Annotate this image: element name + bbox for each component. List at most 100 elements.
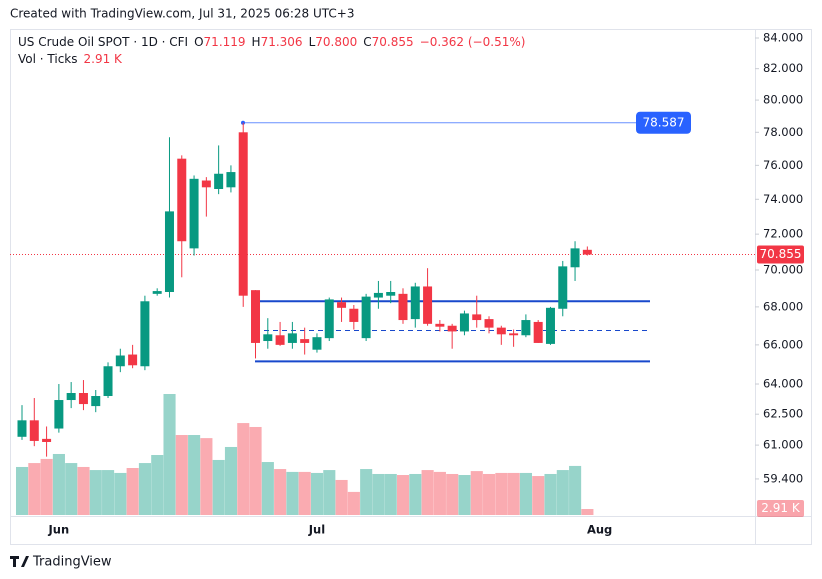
y-tick-label: 80.000 <box>763 93 803 107</box>
volume-bar <box>200 438 213 515</box>
candle-body <box>164 211 174 292</box>
y-tick-label: 61.000 <box>763 438 803 452</box>
volume-bar <box>286 471 299 515</box>
candle-body <box>29 420 39 441</box>
volume-bar <box>384 473 397 515</box>
volume-bar <box>138 463 151 515</box>
candle-body <box>177 158 187 242</box>
volume-bar <box>77 466 90 515</box>
legend-key: L <box>309 35 316 49</box>
volume-bar <box>396 475 410 515</box>
y-tick-label: 70.000 <box>763 262 803 276</box>
candle-body <box>337 302 347 308</box>
volume-bar <box>421 470 434 515</box>
candle-body <box>115 355 125 367</box>
candle-body <box>398 293 408 321</box>
legend-value: 71.119 <box>204 35 246 49</box>
legend-volume-name: Vol · Ticks <box>18 52 78 66</box>
volume-bar <box>519 472 532 515</box>
volume-bar <box>274 469 287 515</box>
volume-tag-label: 2.91 K <box>761 501 801 515</box>
volume-bar <box>261 462 274 515</box>
volume-bar <box>372 473 385 515</box>
y-tick-label: 66.000 <box>763 337 803 351</box>
legend-volume-row: Vol · Ticks 2.91 K <box>18 52 123 66</box>
candle-body <box>545 307 555 344</box>
legend-change: −0.362 (−0.51%) <box>420 35 526 49</box>
legend-title: US Crude Oil SPOT · 1D · CFI <box>18 35 188 49</box>
y-tick-label: 76.000 <box>763 158 803 172</box>
volume-bar <box>335 479 348 515</box>
candle-body <box>152 291 162 294</box>
brand-logo: TradingView <box>10 555 112 570</box>
line-label-box <box>636 111 691 134</box>
candle-body <box>66 393 76 401</box>
y-tick-label: 62.500 <box>763 407 803 421</box>
volume-bar <box>40 458 53 515</box>
candle-body <box>423 286 433 324</box>
last-price-label: 70.855 <box>760 247 802 261</box>
last-price-tag <box>757 245 804 264</box>
volume-bar <box>569 465 582 515</box>
candle-body <box>300 339 310 343</box>
volume-bar <box>65 463 78 515</box>
volume-bar <box>470 471 483 515</box>
candle-body <box>582 249 592 255</box>
watermark: Created with TradingView.com, Jul 31, 20… <box>10 7 354 21</box>
candle-body <box>459 313 469 332</box>
volume-bar <box>544 473 557 515</box>
candle-body <box>435 323 445 327</box>
candle-body <box>521 320 531 336</box>
candle-body <box>287 333 297 343</box>
candle-body <box>251 290 261 343</box>
volume-bar <box>52 453 65 515</box>
volume-bar <box>556 470 569 515</box>
candle-body <box>128 354 138 366</box>
brand-name: TradingView <box>32 555 112 570</box>
y-tick-label: 82.000 <box>763 61 803 75</box>
volume-bar <box>581 509 594 515</box>
candle-body <box>91 396 101 407</box>
candle-body <box>533 321 543 343</box>
volume-bar <box>163 394 176 515</box>
y-tick-label: 68.000 <box>763 299 803 313</box>
y-tick-label: 78.000 <box>763 125 803 139</box>
candle-body <box>263 334 273 342</box>
x-tick-label: Aug <box>587 523 612 537</box>
volume-bar <box>360 469 373 515</box>
candle-body <box>361 296 371 339</box>
volume-bar <box>532 476 545 515</box>
candle-body <box>509 333 519 336</box>
volume-bar <box>483 473 496 515</box>
legend-value: 71.306 <box>261 35 303 49</box>
y-tick-label: 84.000 <box>763 31 803 45</box>
legend-value: 70.855 <box>372 35 414 49</box>
line-label: 78.587 <box>643 115 685 129</box>
x-tick-label: Jul <box>308 523 325 537</box>
volume-bar <box>249 426 262 515</box>
candle-body <box>386 291 396 296</box>
y-tick-label: 74.000 <box>763 192 803 206</box>
candle-body <box>410 286 420 320</box>
volume-bar <box>114 472 127 515</box>
candle-body <box>496 327 506 335</box>
volume-bar <box>224 446 238 515</box>
candle-body <box>54 400 64 429</box>
volume-bar <box>126 468 139 515</box>
legend-volume-value: 2.91 K <box>84 52 124 66</box>
volume-bar <box>310 472 324 515</box>
candle-body <box>472 314 482 321</box>
y-tick-label: 64.000 <box>763 377 803 391</box>
candles <box>17 122 592 457</box>
volume-bar <box>433 471 446 515</box>
y-tick-label: 59.400 <box>763 471 803 485</box>
time-axis: Jun Jul Aug <box>48 523 613 537</box>
candle-body <box>103 366 113 397</box>
candle-body <box>238 132 248 296</box>
legend-title-row: US Crude Oil SPOT · 1D · CFI O71.119 H71.3… <box>18 35 525 49</box>
volume-bar <box>409 473 422 515</box>
candle-body <box>214 173 224 190</box>
candle-body <box>324 299 334 339</box>
candle-body <box>17 420 27 437</box>
